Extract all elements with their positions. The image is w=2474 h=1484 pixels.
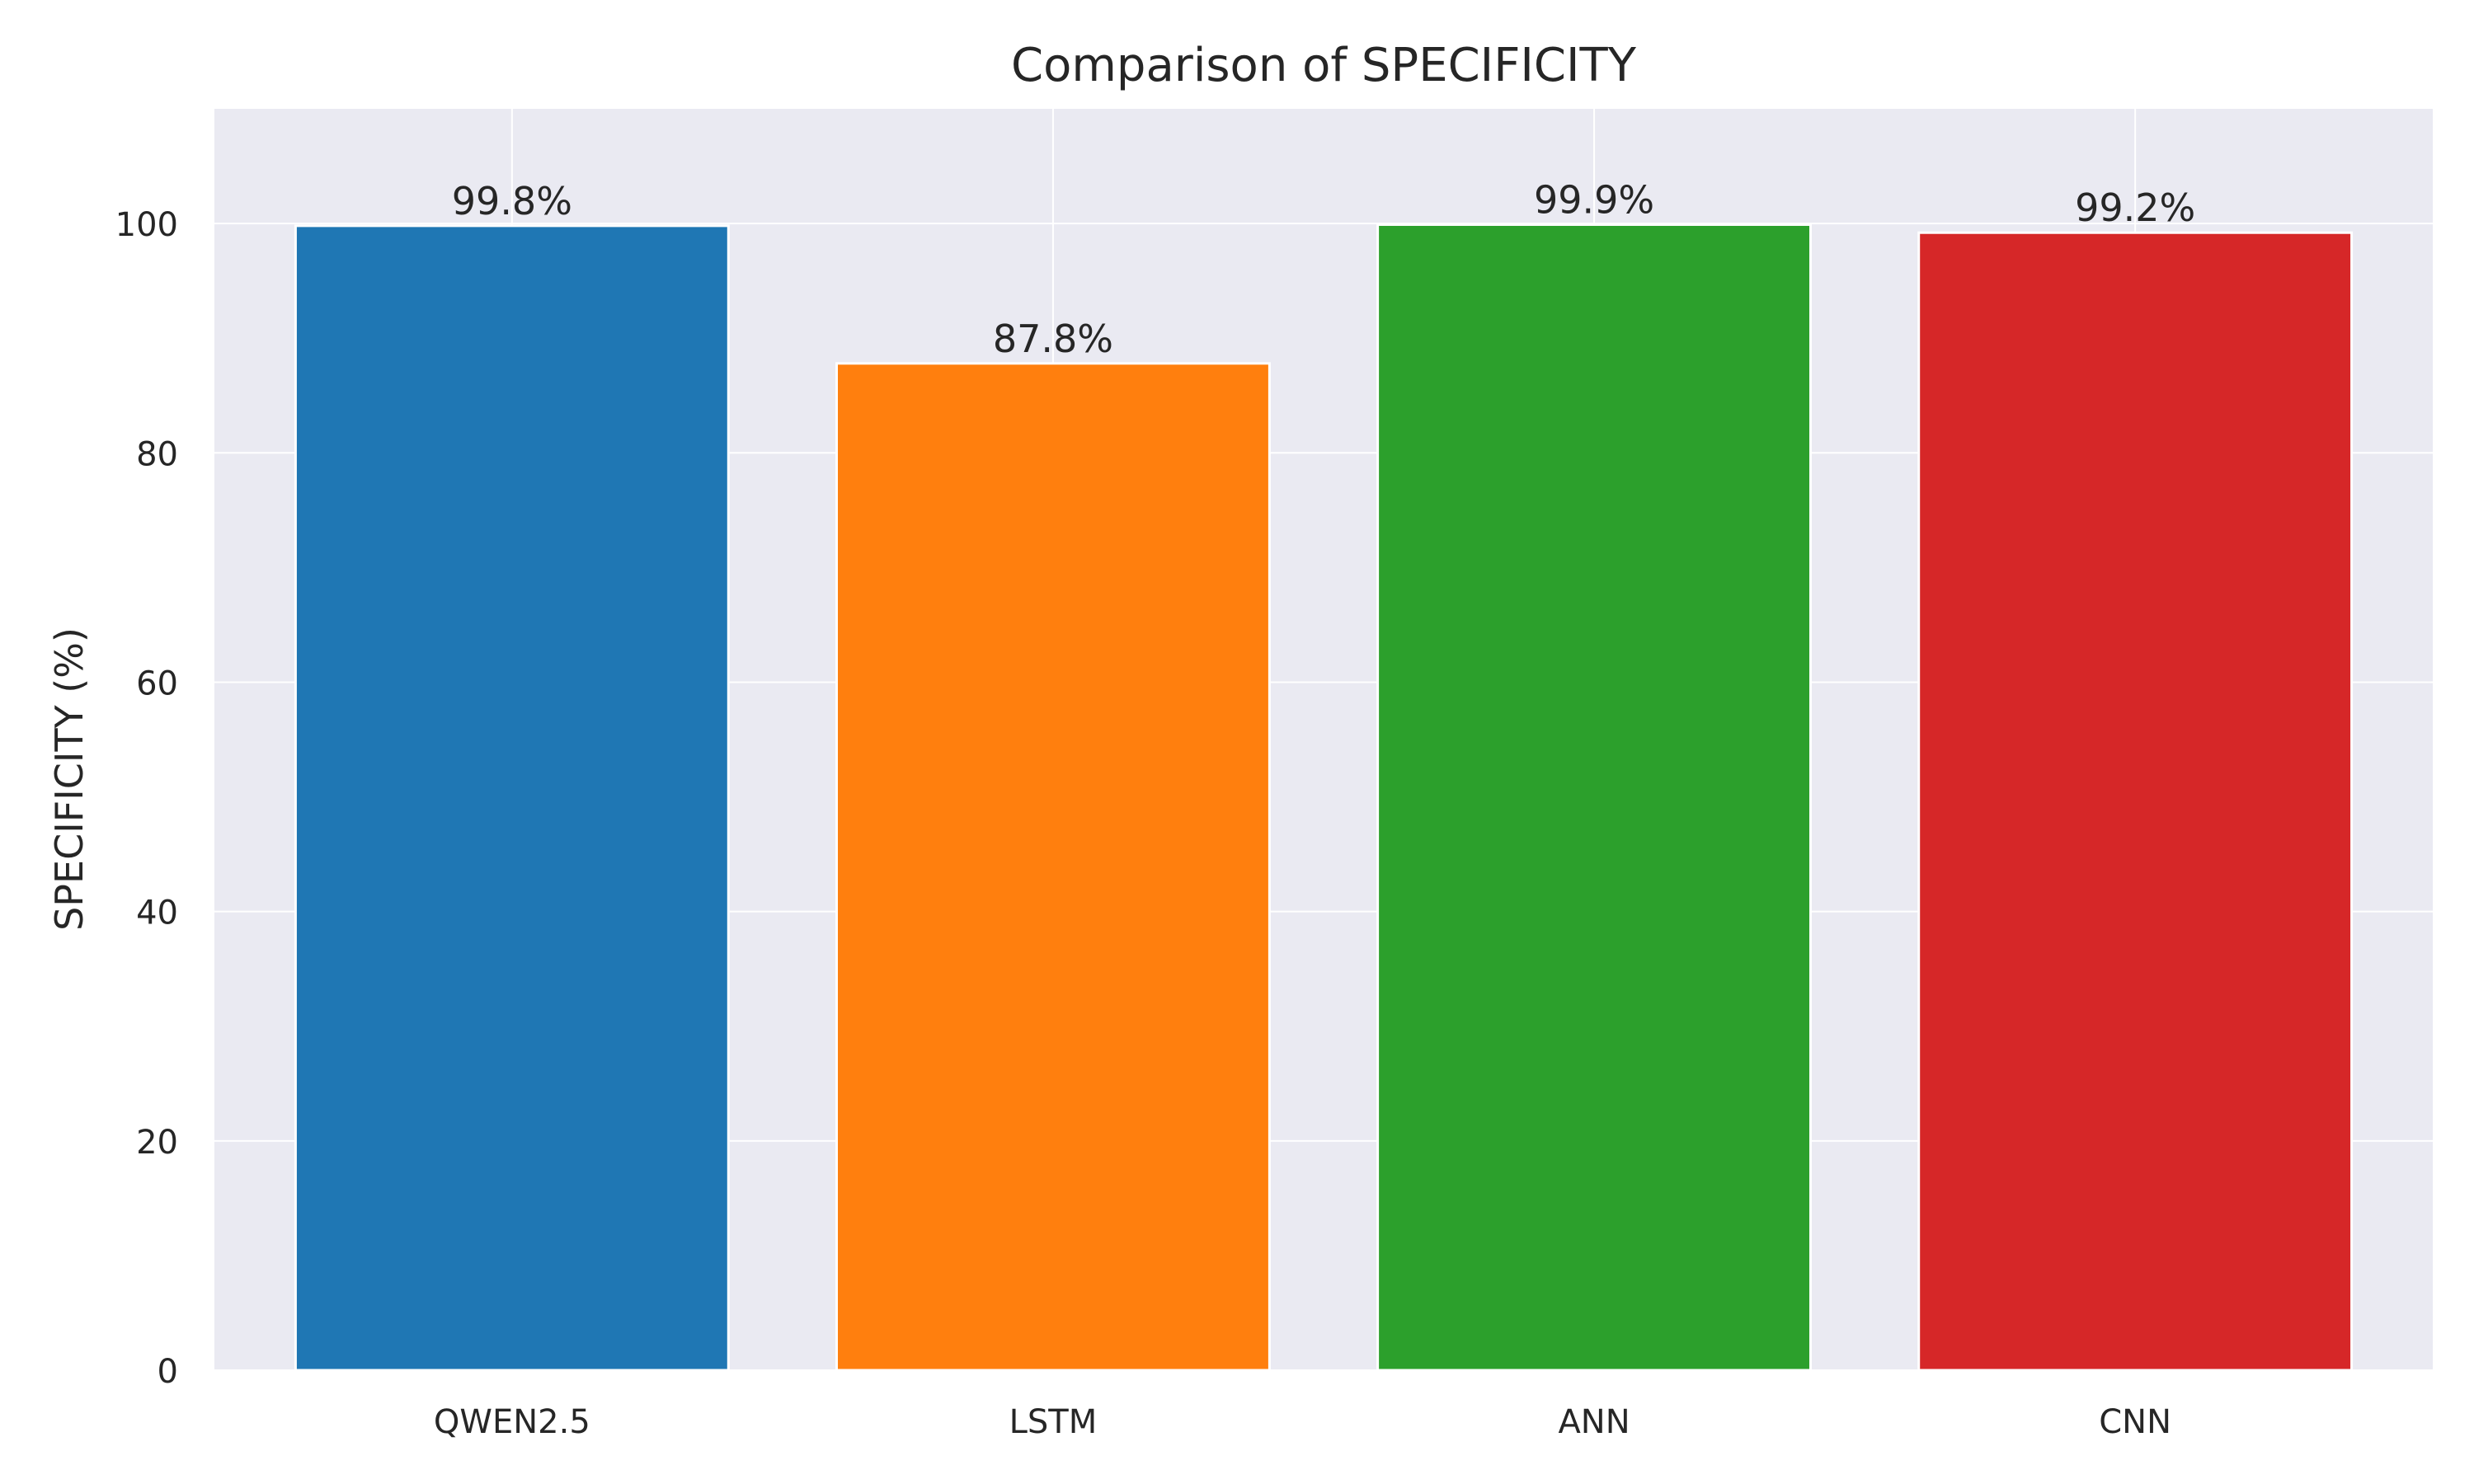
x-tick-label: CNN xyxy=(2099,1403,2171,1441)
y-tick-label: 100 xyxy=(115,206,178,244)
y-tick-label: 80 xyxy=(136,435,178,473)
bar-ann xyxy=(1376,223,1812,1372)
y-tick-label: 20 xyxy=(136,1124,178,1162)
bars xyxy=(294,223,2354,1372)
bar-lstm xyxy=(835,362,1271,1372)
x-tick-label: QWEN2.5 xyxy=(434,1403,590,1441)
bar-value-label: 99.8% xyxy=(452,179,572,223)
bar-value-labels: 99.8% 87.8% 99.9% 99.2% xyxy=(452,177,2195,360)
bar-value-label: 87.8% xyxy=(993,317,1113,361)
x-axis-ticks: QWEN2.5 LSTM ANN CNN xyxy=(434,1403,2171,1441)
x-tick-label: LSTM xyxy=(1009,1403,1098,1441)
y-tick-label: 40 xyxy=(136,895,178,932)
y-tick-label: 60 xyxy=(136,665,178,702)
bar-qwen2-5 xyxy=(294,224,730,1372)
bar-value-label: 99.2% xyxy=(2075,186,2195,230)
y-axis-label: SPECIFICITY (%) xyxy=(47,627,92,931)
y-tick-label: 0 xyxy=(158,1353,178,1391)
y-axis-ticks: 0 20 40 60 80 100 xyxy=(115,206,178,1391)
bar-value-label: 99.9% xyxy=(1534,177,1654,222)
x-tick-label: ANN xyxy=(1558,1403,1630,1441)
chart-title: Comparison of SPECIFICITY xyxy=(1011,39,1637,92)
bar-cnn xyxy=(1917,231,2354,1372)
